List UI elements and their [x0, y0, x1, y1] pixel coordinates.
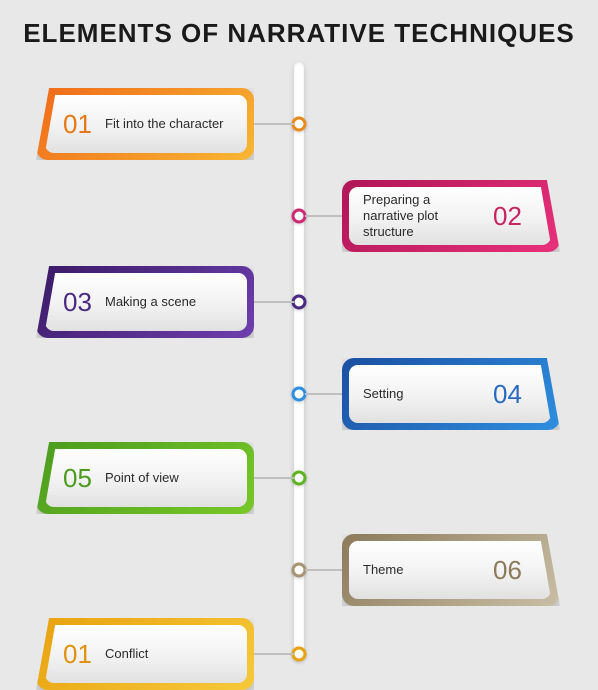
card-inner: Theme 06: [349, 541, 551, 599]
element-card: Preparing a narrative plot structure 02: [342, 180, 560, 252]
timeline-node: [292, 647, 307, 662]
timeline-node: [292, 117, 307, 132]
card-inner: Setting 04: [349, 365, 551, 423]
card-number: 01: [63, 639, 105, 670]
element-card: 01Conflict: [36, 618, 254, 690]
timeline-node: [292, 295, 307, 310]
card-label: Preparing a narrative plot structure: [363, 192, 483, 241]
element-card: 05Point of view: [36, 442, 254, 514]
card-inner: 01Fit into the character: [45, 95, 247, 153]
card-number: 03: [63, 287, 105, 318]
card-number: 05: [63, 463, 105, 494]
card-label: Making a scene: [105, 294, 196, 310]
card-label: Theme: [363, 562, 403, 578]
element-card: 01Fit into the character: [36, 88, 254, 160]
card-label: Point of view: [105, 470, 179, 486]
card-label: Conflict: [105, 646, 148, 662]
card-number: 01: [63, 109, 105, 140]
card-inner: 01Conflict: [45, 625, 247, 683]
element-card: Setting 04: [342, 358, 560, 430]
card-number: 02: [493, 201, 535, 232]
card-inner: Preparing a narrative plot structure 02: [349, 187, 551, 245]
card-label: Setting: [363, 386, 403, 402]
card-label: Fit into the character: [105, 116, 224, 132]
page-title: Elements of Narrative Techniques: [0, 0, 598, 49]
element-card: Theme 06: [342, 534, 560, 606]
card-number: 06: [493, 555, 535, 586]
card-inner: 05Point of view: [45, 449, 247, 507]
timeline-node: [292, 471, 307, 486]
card-inner: 03Making a scene: [45, 273, 247, 331]
element-card: 03Making a scene: [36, 266, 254, 338]
card-number: 04: [493, 379, 535, 410]
